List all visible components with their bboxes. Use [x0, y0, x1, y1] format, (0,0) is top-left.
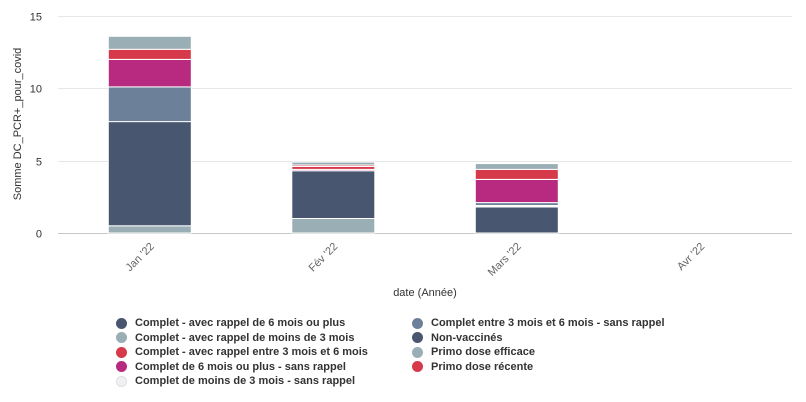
x-axis-title: date (Année) — [393, 287, 457, 299]
legend-swatch-icon — [412, 332, 423, 344]
legend-label: Complet - avec rappel entre 3 mois et 6 … — [135, 346, 368, 359]
legend-swatch-icon — [116, 361, 127, 373]
y-tick-label: 0 — [36, 229, 42, 241]
x-tick-label: Jan '22 — [124, 241, 157, 274]
bar-segment[interactable]: Complet - avec rappel de moins de 3 mois… — [474, 163, 559, 170]
legend-item[interactable]: Complet - avec rappel de moins de 3 mois — [116, 331, 412, 346]
legend: Complet - avec rappel de 6 mois ou plus C… — [116, 316, 712, 389]
bar-segment[interactable]: Complet - avec rappel de moins de 3 mois… — [291, 161, 376, 166]
y-axis-title: Somme DC_PCR+_pour_covid — [12, 48, 24, 201]
legend-swatch-icon — [116, 317, 127, 329]
y-tick-label: 15 — [30, 12, 42, 24]
x-axis-ticks: Jan '22 Fév '22 Mars '22 Avr '22 — [124, 241, 708, 279]
bar-segment[interactable]: Complet - avec rappel de moins de 3 mois… — [107, 35, 192, 50]
legend-label: Primo dose efficace — [431, 346, 535, 359]
legend-item[interactable]: Complet de moins de 3 mois - sans rappel — [116, 374, 412, 389]
legend-item[interactable]: Complet de 6 mois ou plus - sans rappel — [116, 360, 412, 375]
bar-segment[interactable]: Primo dose efficace: 0.5 — [107, 225, 192, 234]
legend-label: Complet de moins de 3 mois - sans rappel — [135, 375, 356, 388]
x-tick-label: Fév '22 — [307, 241, 341, 275]
bar-segment[interactable]: Complet - avec rappel entre 3 mois et 6 … — [291, 166, 376, 170]
y-tick-label: 10 — [30, 84, 42, 96]
y-tick-label: 5 — [36, 157, 42, 169]
bar-segment[interactable]: Complet de 6 mois ou plus - sans rappel:… — [474, 179, 559, 204]
bar-segment[interactable]: Complet - avec rappel entre 3 mois et 6 … — [107, 48, 192, 60]
legend-item[interactable]: Primo dose récente — [412, 360, 712, 375]
legend-swatch-icon — [412, 346, 423, 358]
bars: Primo dose efficace: 0.5Non-vaccinés: 7.… — [107, 35, 559, 234]
legend-swatch-icon — [116, 375, 127, 387]
legend-swatch-icon — [412, 317, 423, 329]
legend-swatch-icon — [412, 361, 423, 373]
legend-swatch-icon — [116, 332, 127, 344]
legend-item[interactable]: Complet - avec rappel entre 3 mois et 6 … — [116, 345, 412, 360]
legend-label: Complet - avec rappel de moins de 3 mois — [135, 331, 355, 344]
legend-label: Complet entre 3 mois et 6 mois - sans ra… — [431, 317, 665, 330]
bar-segment[interactable]: Complet de 6 mois ou plus - sans rappel:… — [107, 58, 192, 88]
legend-item[interactable]: Complet entre 3 mois et 6 mois - sans ra… — [412, 316, 712, 331]
legend-swatch-icon — [116, 346, 127, 358]
legend-item[interactable]: Primo dose efficace — [412, 345, 712, 360]
bar-segment[interactable]: Non-vaccinés: 1.8 — [474, 206, 559, 234]
legend-label: Complet de 6 mois ou plus - sans rappel — [135, 360, 346, 373]
x-tick-label: Mars '22 — [486, 241, 524, 279]
bar-segment[interactable]: Complet entre 3 mois et 6 mois - sans ra… — [107, 86, 192, 123]
bar-segment[interactable]: Non-vaccinés: 3.3 — [291, 170, 376, 220]
legend-label: Non-vaccinés — [431, 331, 503, 344]
legend-label: Primo dose récente — [431, 360, 534, 373]
legend-item[interactable]: Non-vaccinés — [412, 331, 712, 346]
y-axis-ticks: 0 5 10 15 — [30, 12, 42, 241]
bar-segment[interactable]: Primo dose efficace: 1 — [291, 218, 376, 234]
legend-label: Complet - avec rappel de 6 mois ou plus — [135, 317, 346, 330]
bar-segment[interactable]: Complet - avec rappel entre 3 mois et 6 … — [474, 168, 559, 180]
legend-item[interactable]: Complet - avec rappel de 6 mois ou plus — [116, 316, 412, 331]
x-tick-label: Avr '22 — [675, 241, 707, 273]
bar-segment[interactable]: Non-vaccinés: 7.2 — [107, 121, 192, 227]
